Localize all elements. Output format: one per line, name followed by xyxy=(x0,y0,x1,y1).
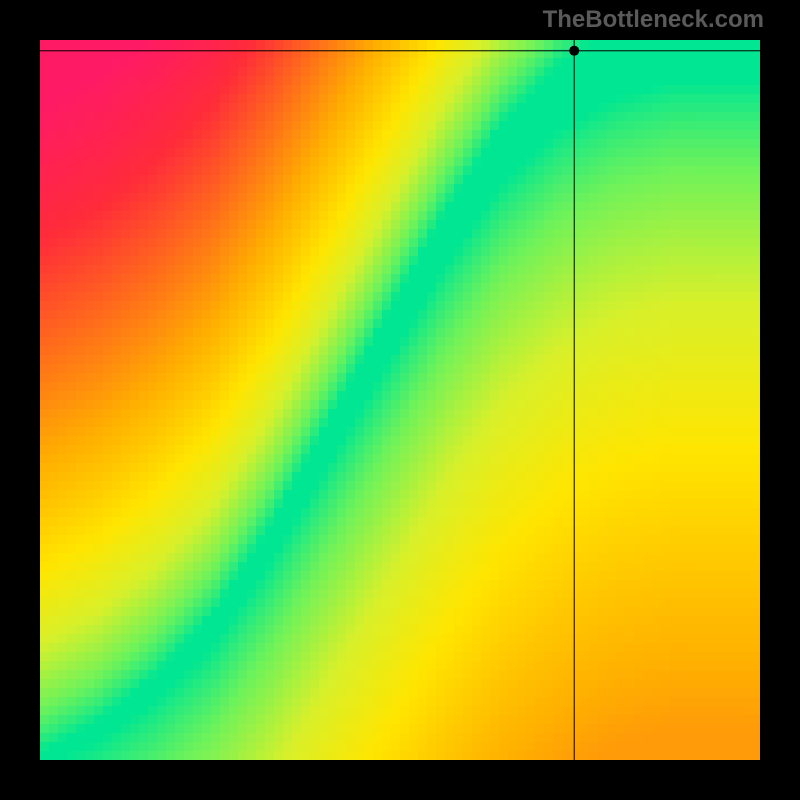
watermark-label: TheBottleneck.com xyxy=(543,6,764,34)
chart-frame: TheBottleneck.com xyxy=(0,0,800,800)
bottleneck-heatmap-canvas xyxy=(0,0,800,800)
